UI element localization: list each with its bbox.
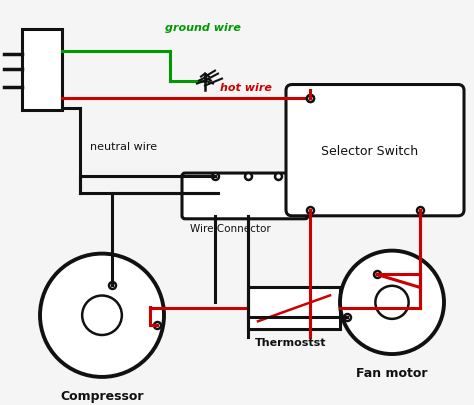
FancyBboxPatch shape: [248, 288, 340, 329]
FancyBboxPatch shape: [22, 30, 62, 111]
Circle shape: [40, 254, 164, 377]
Circle shape: [340, 251, 444, 354]
Text: Thermostst: Thermostst: [255, 337, 327, 347]
FancyBboxPatch shape: [286, 85, 464, 216]
Text: Compressor: Compressor: [60, 389, 144, 402]
Text: neutral wire: neutral wire: [90, 142, 157, 152]
Circle shape: [375, 286, 409, 319]
Text: Selector Switch: Selector Switch: [321, 144, 419, 157]
Text: Fan motor: Fan motor: [356, 366, 428, 379]
FancyBboxPatch shape: [182, 174, 308, 219]
Text: hot wire: hot wire: [220, 82, 272, 92]
Text: ground wire: ground wire: [165, 23, 241, 33]
Circle shape: [82, 296, 122, 335]
Text: Wire Connector: Wire Connector: [190, 223, 271, 233]
